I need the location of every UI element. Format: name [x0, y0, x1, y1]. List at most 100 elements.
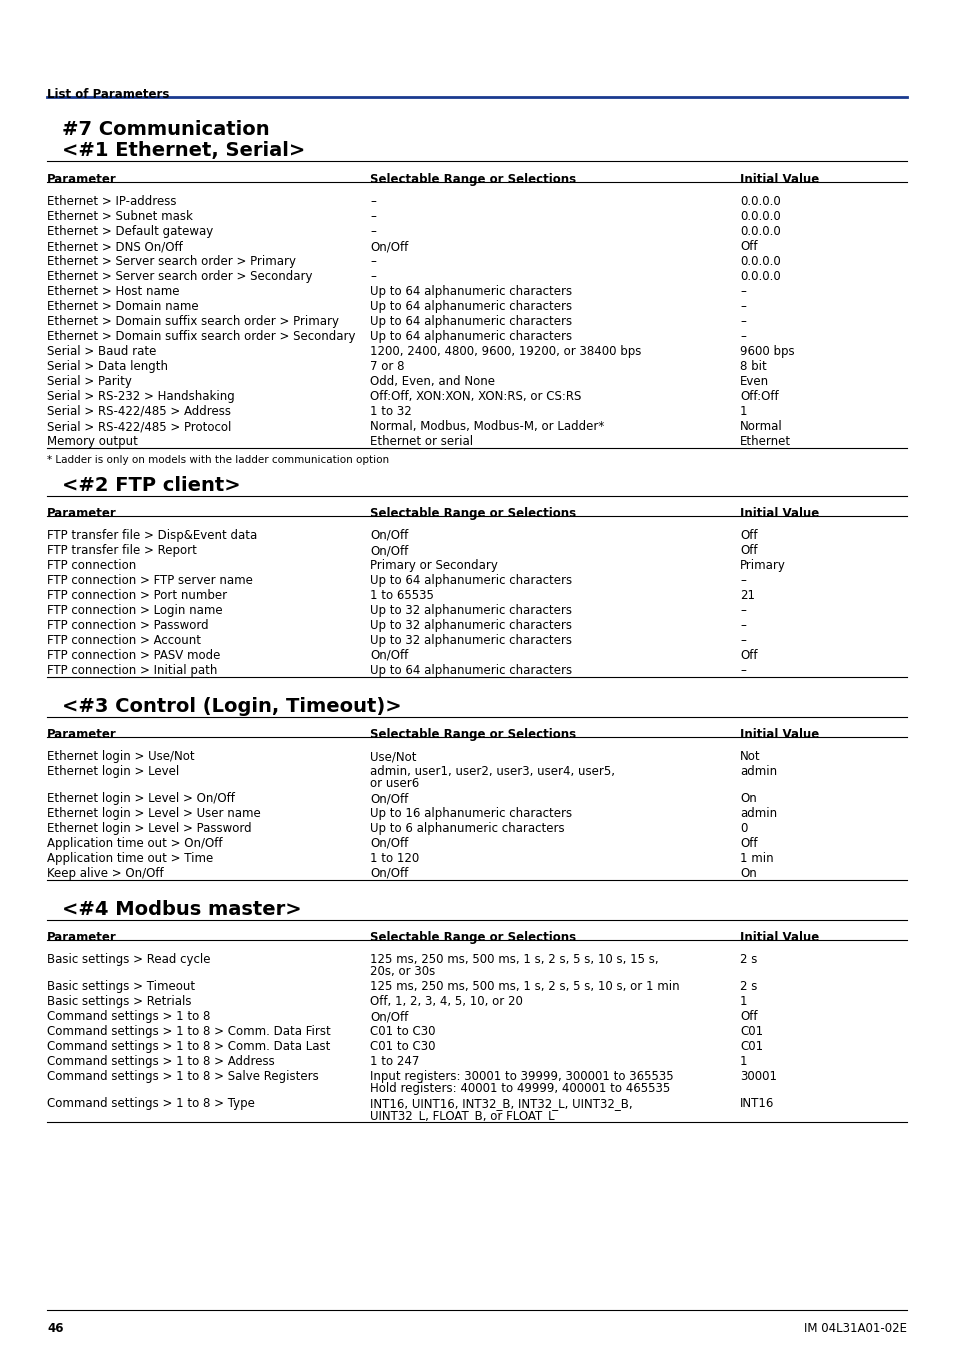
- Text: Ethernet > Domain suffix search order > Secondary: Ethernet > Domain suffix search order > …: [47, 330, 355, 343]
- Text: 1 to 32: 1 to 32: [370, 405, 412, 417]
- Text: admin: admin: [740, 807, 777, 820]
- Text: C01 to C30: C01 to C30: [370, 1025, 435, 1038]
- Text: –: –: [740, 574, 745, 586]
- Text: Memory output: Memory output: [47, 435, 138, 449]
- Text: Initial Value: Initial Value: [740, 507, 819, 520]
- Text: –: –: [740, 634, 745, 647]
- Text: or user6: or user6: [370, 777, 418, 790]
- Text: Hold registers: 40001 to 49999, 400001 to 465535: Hold registers: 40001 to 49999, 400001 t…: [370, 1082, 670, 1096]
- Text: Initial Value: Initial Value: [740, 931, 819, 944]
- Text: 1200, 2400, 4800, 9600, 19200, or 38400 bps: 1200, 2400, 4800, 9600, 19200, or 38400 …: [370, 345, 640, 358]
- Text: Off, 1, 2, 3, 4, 5, 10, or 20: Off, 1, 2, 3, 4, 5, 10, or 20: [370, 994, 522, 1008]
- Text: Command settings > 1 to 8 > Address: Command settings > 1 to 8 > Address: [47, 1055, 274, 1069]
- Text: FTP transfer file > Report: FTP transfer file > Report: [47, 544, 196, 557]
- Text: 1: 1: [740, 994, 747, 1008]
- Text: On/Off: On/Off: [370, 792, 408, 805]
- Text: Command settings > 1 to 8 > Comm. Data First: Command settings > 1 to 8 > Comm. Data F…: [47, 1025, 331, 1038]
- Text: –: –: [370, 270, 375, 282]
- Text: On/Off: On/Off: [370, 240, 408, 253]
- Text: Ethernet > Server search order > Primary: Ethernet > Server search order > Primary: [47, 255, 295, 267]
- Text: Serial > Parity: Serial > Parity: [47, 376, 132, 388]
- Text: 1 to 65535: 1 to 65535: [370, 589, 434, 603]
- Text: Up to 64 alphanumeric characters: Up to 64 alphanumeric characters: [370, 315, 572, 328]
- Text: Input registers: 30001 to 39999, 300001 to 365535: Input registers: 30001 to 39999, 300001 …: [370, 1070, 673, 1084]
- Text: Off:Off, XON:XON, XON:RS, or CS:RS: Off:Off, XON:XON, XON:RS, or CS:RS: [370, 390, 580, 403]
- Text: List of Parameters: List of Parameters: [47, 88, 170, 101]
- Text: Parameter: Parameter: [47, 173, 116, 186]
- Text: Up to 64 alphanumeric characters: Up to 64 alphanumeric characters: [370, 300, 572, 313]
- Text: FTP connection > Password: FTP connection > Password: [47, 619, 209, 632]
- Text: Basic settings > Timeout: Basic settings > Timeout: [47, 979, 195, 993]
- Text: Parameter: Parameter: [47, 931, 116, 944]
- Text: Serial > Data length: Serial > Data length: [47, 359, 168, 373]
- Text: 0.0.0.0: 0.0.0.0: [740, 255, 780, 267]
- Text: C01 to C30: C01 to C30: [370, 1040, 435, 1052]
- Text: Initial Value: Initial Value: [740, 173, 819, 186]
- Text: Up to 64 alphanumeric characters: Up to 64 alphanumeric characters: [370, 574, 572, 586]
- Text: Off: Off: [740, 240, 757, 253]
- Text: Keep alive > On/Off: Keep alive > On/Off: [47, 867, 164, 880]
- Text: Even: Even: [740, 376, 768, 388]
- Text: Odd, Even, and None: Odd, Even, and None: [370, 376, 495, 388]
- Text: Serial > RS-422/485 > Address: Serial > RS-422/485 > Address: [47, 405, 231, 417]
- Text: Command settings > 1 to 8: Command settings > 1 to 8: [47, 1011, 211, 1023]
- Text: –: –: [740, 300, 745, 313]
- Text: <#1 Ethernet, Serial>: <#1 Ethernet, Serial>: [62, 141, 305, 159]
- Text: Basic settings > Read cycle: Basic settings > Read cycle: [47, 952, 211, 966]
- Text: Ethernet > Domain suffix search order > Primary: Ethernet > Domain suffix search order > …: [47, 315, 338, 328]
- Text: Selectable Range or Selections: Selectable Range or Selections: [370, 173, 576, 186]
- Text: Basic settings > Retrials: Basic settings > Retrials: [47, 994, 192, 1008]
- Text: Ethernet login > Level > User name: Ethernet login > Level > User name: [47, 807, 260, 820]
- Text: 0.0.0.0: 0.0.0.0: [740, 226, 780, 238]
- Text: On/Off: On/Off: [370, 1011, 408, 1023]
- Text: Off: Off: [740, 530, 757, 542]
- Text: On/Off: On/Off: [370, 648, 408, 662]
- Text: On/Off: On/Off: [370, 838, 408, 850]
- Text: Off:Off: Off:Off: [740, 390, 778, 403]
- Text: Command settings > 1 to 8 > Type: Command settings > 1 to 8 > Type: [47, 1097, 254, 1111]
- Text: FTP connection > Port number: FTP connection > Port number: [47, 589, 227, 603]
- Text: Off: Off: [740, 648, 757, 662]
- Text: FTP transfer file > Disp&Event data: FTP transfer file > Disp&Event data: [47, 530, 257, 542]
- Text: Ethernet login > Level > Password: Ethernet login > Level > Password: [47, 821, 252, 835]
- Text: On/Off: On/Off: [370, 544, 408, 557]
- Text: –: –: [740, 619, 745, 632]
- Text: Command settings > 1 to 8 > Comm. Data Last: Command settings > 1 to 8 > Comm. Data L…: [47, 1040, 330, 1052]
- Text: Up to 64 alphanumeric characters: Up to 64 alphanumeric characters: [370, 330, 572, 343]
- Text: Ethernet > IP-address: Ethernet > IP-address: [47, 195, 176, 208]
- Text: FTP connection > Login name: FTP connection > Login name: [47, 604, 222, 617]
- Text: Selectable Range or Selections: Selectable Range or Selections: [370, 507, 576, 520]
- Text: 2 s: 2 s: [740, 952, 757, 966]
- Text: –: –: [740, 315, 745, 328]
- Text: Up to 32 alphanumeric characters: Up to 32 alphanumeric characters: [370, 604, 572, 617]
- Text: IM 04L31A01-02E: IM 04L31A01-02E: [803, 1323, 906, 1335]
- Text: 1: 1: [740, 405, 747, 417]
- Text: admin: admin: [740, 765, 777, 778]
- Text: Ethernet > DNS On/Off: Ethernet > DNS On/Off: [47, 240, 183, 253]
- Text: UINT32_L, FLOAT_B, or FLOAT_L: UINT32_L, FLOAT_B, or FLOAT_L: [370, 1109, 554, 1121]
- Text: Primary or Secondary: Primary or Secondary: [370, 559, 497, 571]
- Text: –: –: [370, 209, 375, 223]
- Text: Normal: Normal: [740, 420, 781, 434]
- Text: #7 Communication: #7 Communication: [62, 120, 270, 139]
- Text: 125 ms, 250 ms, 500 ms, 1 s, 2 s, 5 s, 10 s, or 1 min: 125 ms, 250 ms, 500 ms, 1 s, 2 s, 5 s, 1…: [370, 979, 679, 993]
- Text: 0.0.0.0: 0.0.0.0: [740, 209, 780, 223]
- Text: Initial Value: Initial Value: [740, 728, 819, 740]
- Text: INT16: INT16: [740, 1097, 774, 1111]
- Text: Ethernet login > Level: Ethernet login > Level: [47, 765, 179, 778]
- Text: Selectable Range or Selections: Selectable Range or Selections: [370, 728, 576, 740]
- Text: FTP connection: FTP connection: [47, 559, 136, 571]
- Text: C01: C01: [740, 1040, 762, 1052]
- Text: Serial > RS-422/485 > Protocol: Serial > RS-422/485 > Protocol: [47, 420, 232, 434]
- Text: Ethernet or serial: Ethernet or serial: [370, 435, 473, 449]
- Text: Application time out > Time: Application time out > Time: [47, 852, 213, 865]
- Text: Ethernet login > Level > On/Off: Ethernet login > Level > On/Off: [47, 792, 234, 805]
- Text: FTP connection > FTP server name: FTP connection > FTP server name: [47, 574, 253, 586]
- Text: <#3 Control (Login, Timeout)>: <#3 Control (Login, Timeout)>: [62, 697, 401, 716]
- Text: 2 s: 2 s: [740, 979, 757, 993]
- Text: Up to 16 alphanumeric characters: Up to 16 alphanumeric characters: [370, 807, 572, 820]
- Text: Serial > RS-232 > Handshaking: Serial > RS-232 > Handshaking: [47, 390, 234, 403]
- Text: Parameter: Parameter: [47, 728, 116, 740]
- Text: Up to 6 alphanumeric characters: Up to 6 alphanumeric characters: [370, 821, 564, 835]
- Text: <#4 Modbus master>: <#4 Modbus master>: [62, 900, 301, 919]
